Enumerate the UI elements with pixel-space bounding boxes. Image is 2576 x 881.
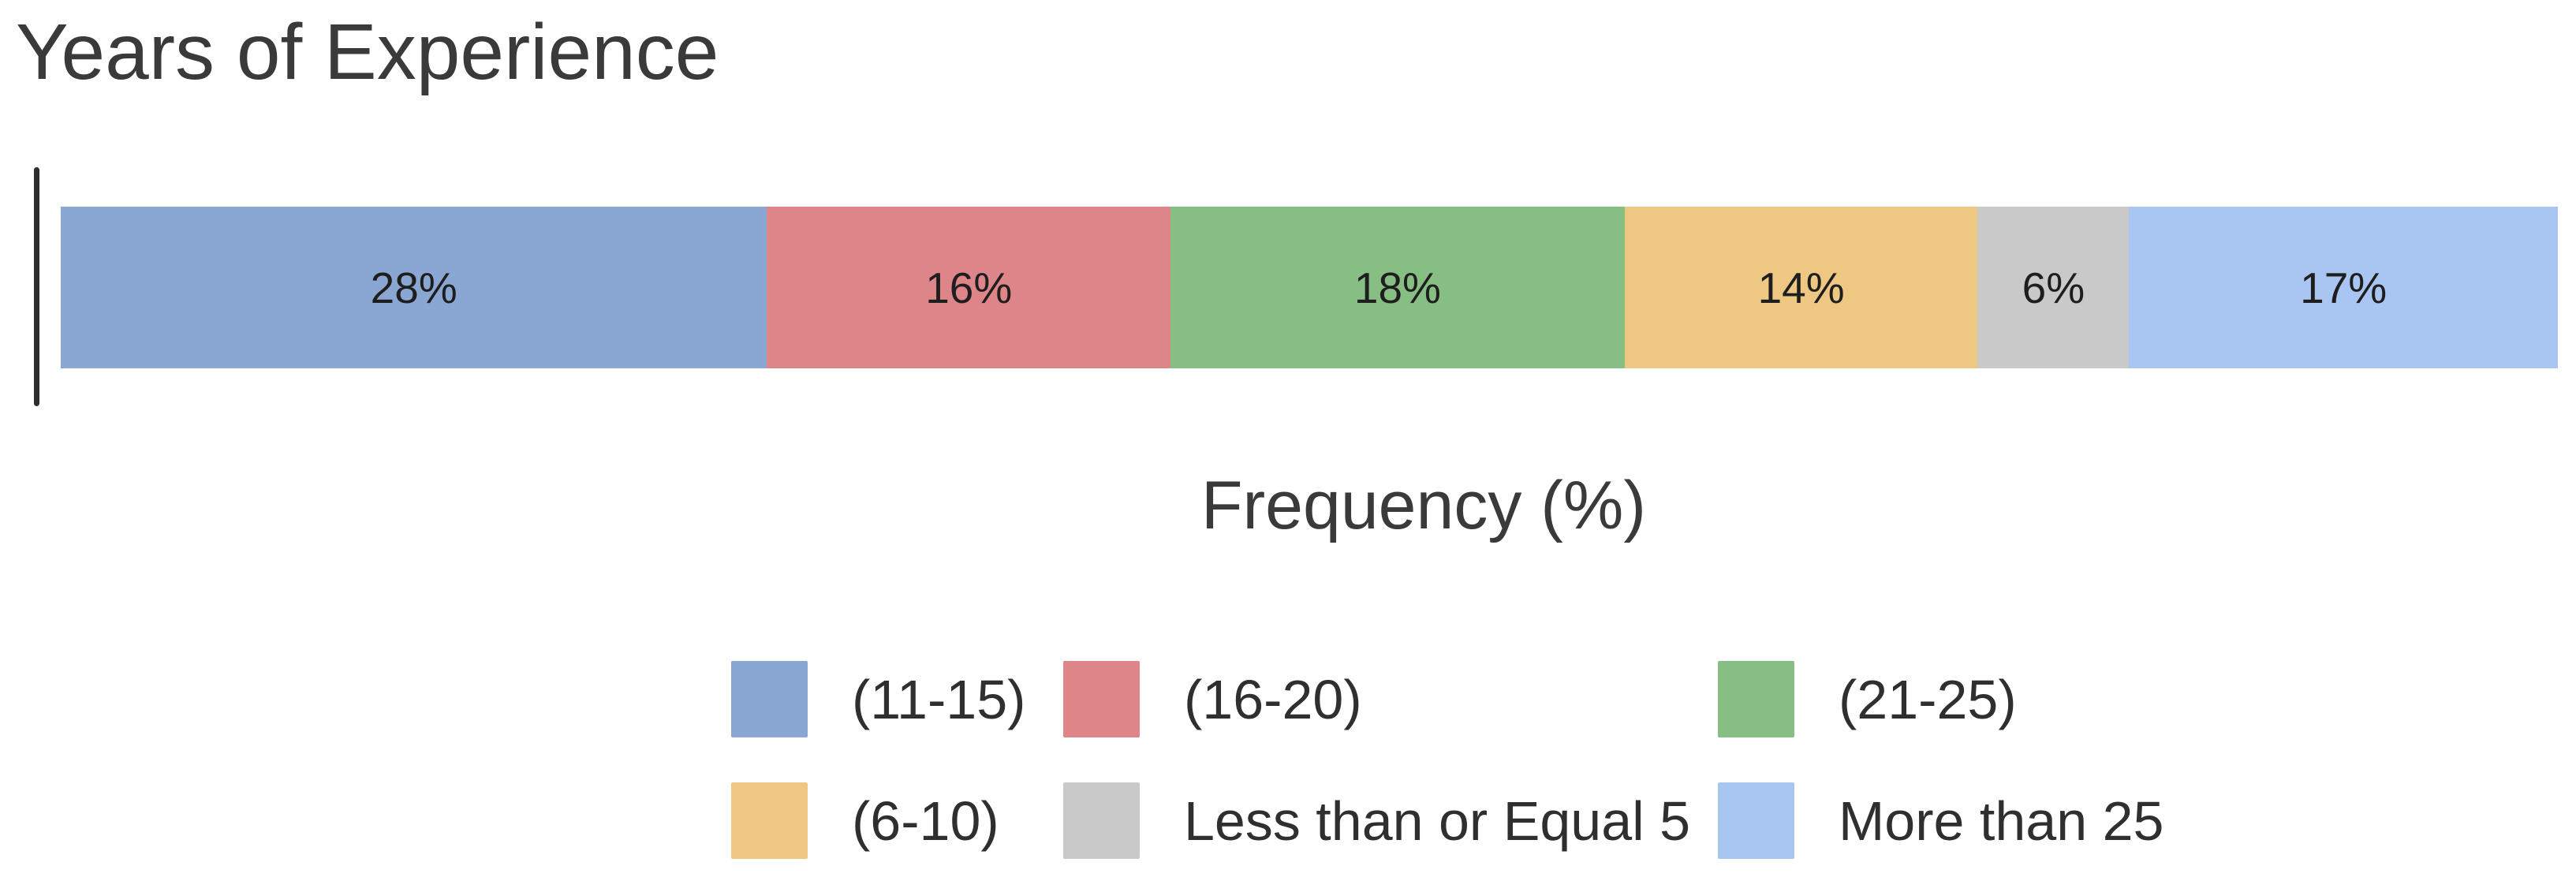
legend-label: (16-20)	[1184, 668, 1362, 730]
legend-item-16-20: (16-20)	[1063, 661, 1718, 737]
legend-swatch	[1718, 782, 1794, 859]
bar-segment-value-label: 18%	[1353, 263, 1441, 312]
legend-label: Less than or Equal 5	[1184, 790, 1691, 852]
legend-swatch	[731, 782, 808, 859]
legend-label: (11-15)	[852, 668, 1026, 730]
bar-segment-less-than-or-equal-5: 6%	[1977, 207, 2130, 368]
legend-swatch	[1718, 661, 1794, 737]
legend-item-21-25: (21-25)	[1718, 661, 2163, 737]
y-axis-line	[34, 167, 39, 406]
chart-title: Years of Experience	[16, 8, 719, 96]
legend-item-6-10: (6-10)	[731, 782, 1063, 859]
legend-item-more-than-25: More than 25	[1718, 782, 2163, 859]
legend-item-11-15: (11-15)	[731, 661, 1063, 737]
x-axis-label: Frequency (%)	[1201, 468, 1646, 543]
bar-segment-6-10: 14%	[1624, 207, 1978, 368]
legend-label: More than 25	[1839, 790, 2164, 852]
bar-segment-value-label: 14%	[1757, 263, 1845, 312]
bar-segment-16-20: 16%	[767, 207, 1171, 368]
legend-swatch	[1063, 661, 1140, 737]
bar-segment-more-than-25: 17%	[2129, 207, 2558, 368]
bar-segment-11-15: 28%	[61, 207, 767, 368]
legend-label: (6-10)	[852, 790, 999, 852]
bar-segment-value-label: 6%	[2022, 263, 2085, 312]
bar-segment-value-label: 28%	[370, 263, 457, 312]
legend-label: (21-25)	[1839, 668, 2017, 730]
legend-swatch	[1063, 782, 1140, 859]
bar-segment-value-label: 17%	[2300, 263, 2387, 312]
legend-item-less-than-or-equal-5: Less than or Equal 5	[1063, 782, 1718, 859]
legend-swatch	[731, 661, 808, 737]
bar-segment-value-label: 16%	[925, 263, 1013, 312]
legend: (11-15) (16-20) (21-25) (6-10) Less than or …	[731, 661, 2163, 859]
stacked-bar: 28% 16% 18% 14% 6% 17%	[61, 207, 2558, 368]
bar-segment-21-25: 18%	[1170, 207, 1625, 368]
